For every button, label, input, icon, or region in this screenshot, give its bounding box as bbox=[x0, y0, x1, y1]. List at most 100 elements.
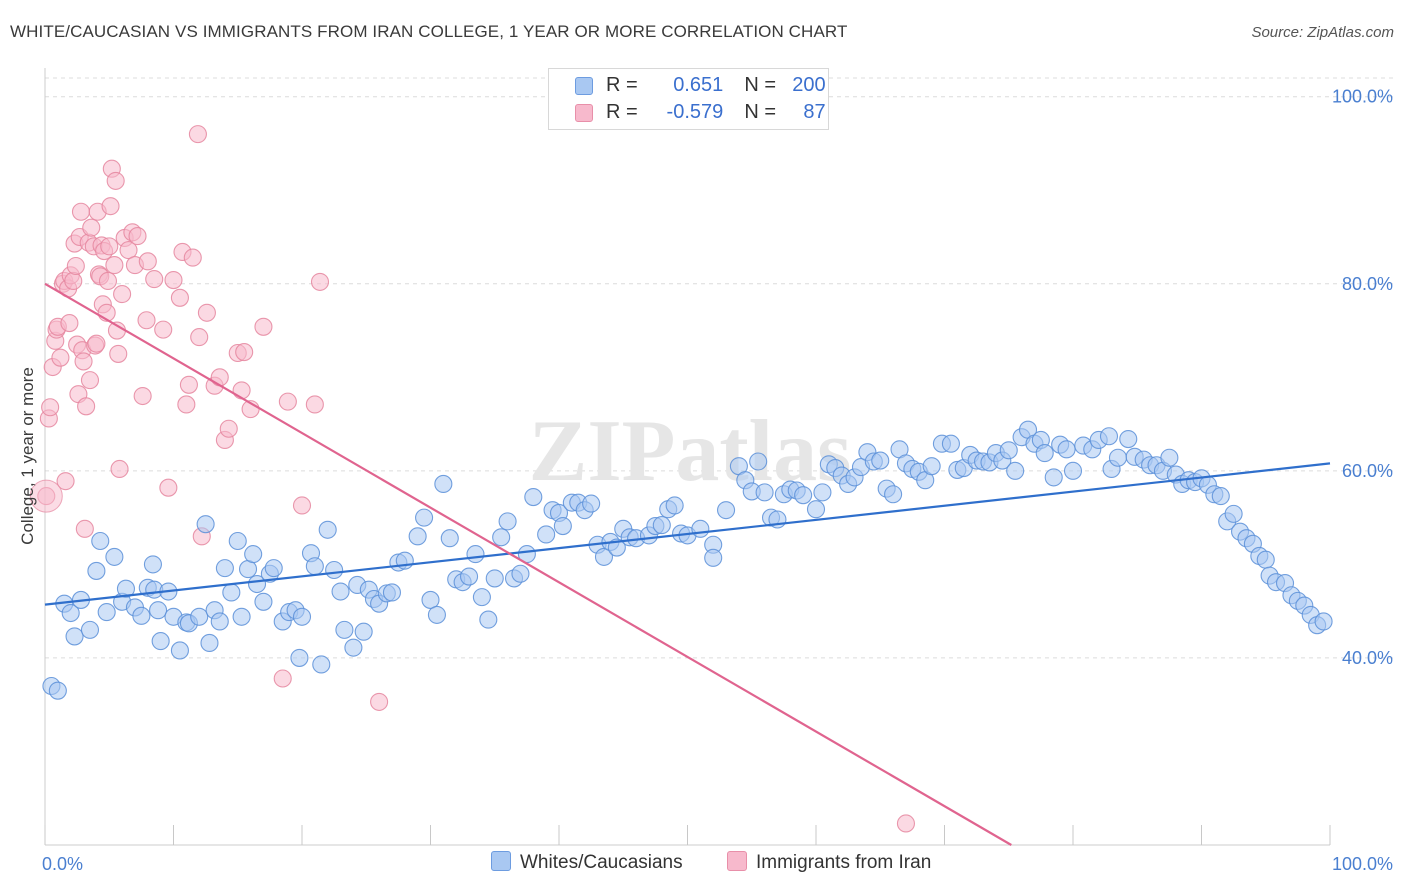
r-value: -0.579 bbox=[666, 101, 724, 123]
iran-point bbox=[183, 248, 202, 267]
iran-point bbox=[190, 328, 209, 347]
iran-point bbox=[41, 398, 60, 417]
whites-point bbox=[427, 605, 446, 624]
whites-point bbox=[485, 569, 504, 588]
whites-point bbox=[553, 516, 572, 536]
whites-point bbox=[344, 638, 363, 657]
iran-point bbox=[154, 320, 173, 339]
whites-point bbox=[1314, 612, 1333, 631]
whites-point bbox=[1063, 461, 1083, 480]
iran-point bbox=[82, 218, 101, 237]
tick-labels: 40.0% 60.0% 80.0% 100.0% 0.0% 100.0% bbox=[42, 87, 1393, 874]
whites-point bbox=[312, 655, 331, 674]
iran-point bbox=[113, 285, 132, 304]
n-value: 200 bbox=[792, 74, 826, 96]
iran-point bbox=[100, 237, 119, 256]
iran-point bbox=[232, 381, 251, 400]
whites-point bbox=[492, 528, 511, 547]
stats-legend: R = 0.651 N = 200 R = -0.579 N = 87 bbox=[548, 68, 829, 130]
series-legend: Whites/Caucasians Immigrants from Iran bbox=[0, 851, 1406, 879]
whites-point bbox=[215, 559, 234, 578]
iran-point bbox=[273, 669, 292, 688]
y-tick-label: 40.0% bbox=[1342, 648, 1393, 668]
iran-point bbox=[179, 375, 198, 394]
whites-point bbox=[716, 501, 736, 520]
whites-point bbox=[472, 588, 491, 607]
whites-point bbox=[331, 582, 350, 601]
iran-point bbox=[170, 288, 189, 307]
iran-point bbox=[80, 371, 100, 390]
whites-point bbox=[704, 548, 723, 567]
iran-point bbox=[137, 311, 156, 330]
whites-point bbox=[582, 494, 601, 513]
whites-point bbox=[421, 590, 440, 609]
whites-point bbox=[48, 681, 67, 700]
iran-point bbox=[159, 478, 178, 497]
y-tick-label: 100.0% bbox=[1332, 87, 1393, 107]
whites-point bbox=[325, 560, 344, 580]
whites-point bbox=[87, 561, 106, 580]
iran-swatch bbox=[575, 104, 593, 122]
iran-point bbox=[87, 334, 106, 353]
source-label: Source: ZipAtlas.com bbox=[1251, 24, 1394, 41]
axes bbox=[44, 68, 1331, 846]
whites-point bbox=[335, 620, 354, 639]
whites-point bbox=[941, 434, 960, 453]
whites-point bbox=[524, 487, 543, 507]
whites-point bbox=[755, 483, 774, 502]
whites-point bbox=[1224, 504, 1243, 523]
iran-point bbox=[75, 519, 94, 538]
whites-point bbox=[408, 527, 427, 546]
x-tick-label: 100.0% bbox=[1332, 854, 1393, 874]
y-tick-label: 80.0% bbox=[1342, 274, 1393, 294]
whites-point bbox=[222, 583, 241, 602]
iran-point bbox=[210, 368, 229, 387]
whites-point bbox=[813, 483, 832, 502]
iran-point bbox=[197, 303, 216, 322]
whites-point bbox=[1160, 448, 1179, 467]
whites-point bbox=[254, 592, 273, 611]
whites-point bbox=[1108, 448, 1128, 467]
whites-point bbox=[1035, 444, 1054, 463]
whites-point bbox=[61, 603, 80, 623]
whites-point bbox=[652, 516, 671, 535]
whites-point bbox=[691, 519, 710, 538]
iran-point bbox=[128, 227, 147, 246]
whites-point bbox=[1119, 430, 1138, 449]
y-tick-label: 60.0% bbox=[1342, 461, 1393, 481]
whites-point bbox=[1099, 427, 1119, 446]
whites-point bbox=[170, 641, 189, 660]
legend-item-whites: Whites/Caucasians bbox=[491, 851, 683, 874]
whites-point bbox=[97, 603, 116, 622]
whites-swatch bbox=[575, 77, 593, 95]
whites-point bbox=[105, 547, 124, 566]
whites-point bbox=[65, 627, 84, 646]
whites-point bbox=[1256, 550, 1275, 569]
whites-point bbox=[440, 529, 459, 548]
iran-trendline bbox=[44, 282, 1012, 846]
n-label: N = bbox=[744, 101, 777, 123]
iran-point bbox=[188, 125, 207, 144]
iran-point bbox=[56, 472, 75, 491]
whites-point bbox=[80, 620, 100, 639]
r-value: 0.651 bbox=[673, 74, 724, 96]
whites-point bbox=[190, 607, 209, 626]
whites-legend-swatch bbox=[491, 851, 511, 871]
iran-point bbox=[119, 241, 138, 260]
whites-point bbox=[749, 452, 768, 471]
iran-point bbox=[29, 479, 63, 513]
whites-point bbox=[594, 547, 614, 566]
chart-title: WHITE/CAUCASIAN VS IMMIGRANTS FROM IRAN … bbox=[10, 22, 848, 41]
iran-point bbox=[66, 256, 85, 276]
whites-point bbox=[466, 545, 485, 564]
iran-point bbox=[219, 419, 238, 438]
whites-point bbox=[264, 559, 283, 578]
whites-point bbox=[884, 485, 903, 504]
whites-point bbox=[511, 564, 530, 583]
n-value: 87 bbox=[803, 101, 826, 123]
iran-point bbox=[110, 459, 129, 479]
iran-point bbox=[278, 392, 297, 411]
iran-point bbox=[145, 270, 164, 289]
whites-point bbox=[238, 560, 258, 579]
